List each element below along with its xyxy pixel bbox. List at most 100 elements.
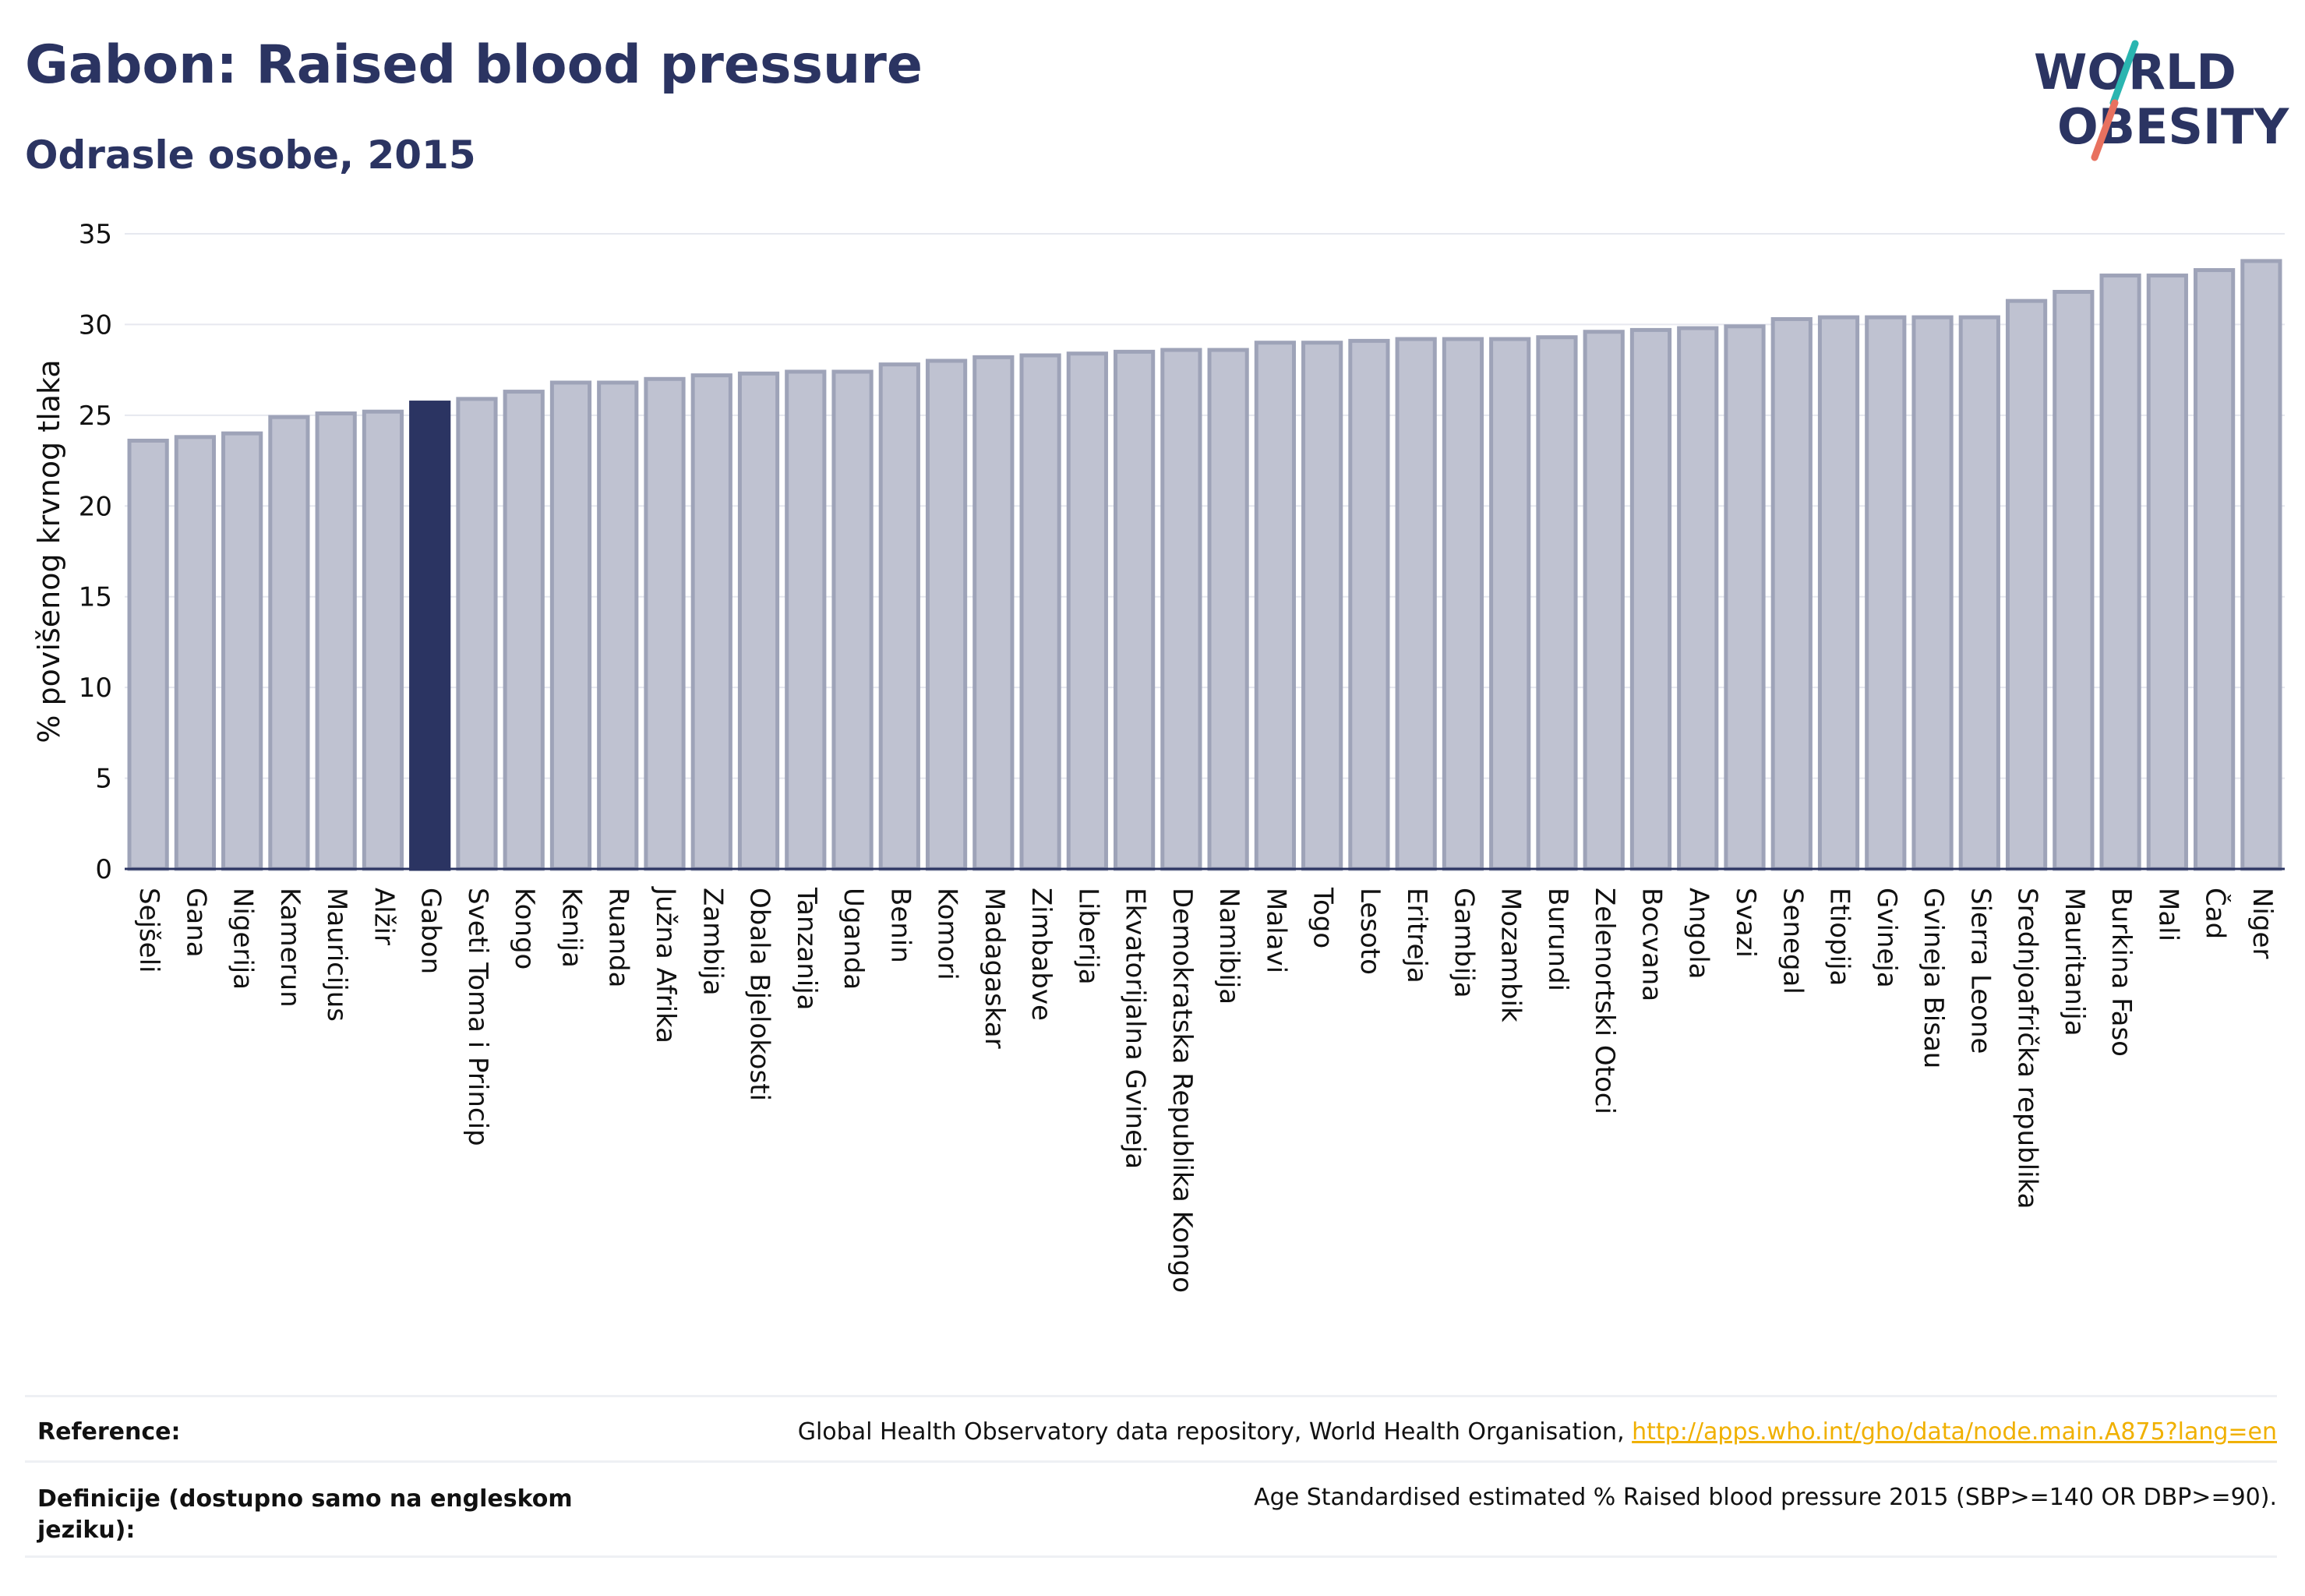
y-tick-label: 25 <box>79 401 112 432</box>
bar <box>1160 348 1202 871</box>
x-tick-label: Južna Afrika <box>650 886 681 1043</box>
x-tick-label: Gvineja Bisau <box>1918 888 1949 1068</box>
x-tick-label: Alžir <box>368 888 399 945</box>
bar <box>1629 327 1672 871</box>
bar <box>690 373 732 871</box>
bar <box>1254 341 1296 871</box>
x-tick-label: Kenija <box>556 888 587 968</box>
x-tick-label: Gvineja <box>1871 888 1902 988</box>
x-tick-label: Tanzanija <box>791 887 822 1010</box>
bar <box>1865 315 1907 871</box>
footer-divider-middle <box>25 1460 2277 1463</box>
bar <box>1489 337 1531 871</box>
y-tick-label: 15 <box>79 582 112 613</box>
bar <box>174 435 216 871</box>
logo-slash-teal <box>2109 40 2139 107</box>
bar <box>1301 341 1343 871</box>
y-tick-label: 10 <box>79 673 112 704</box>
definition-label: Definicije (dostupno samo na engleskom j… <box>37 1484 573 1546</box>
bar <box>549 380 592 871</box>
y-tick-label: 20 <box>79 491 112 522</box>
bar <box>644 376 686 871</box>
bar <box>1114 349 1156 871</box>
bar <box>2146 274 2188 871</box>
bar <box>2194 268 2236 871</box>
footer-divider-top <box>25 1395 2277 1397</box>
x-tick-label: Zelenortski Otoci <box>1589 888 1620 1114</box>
x-tick-label: Liberija <box>1072 888 1103 985</box>
chart-title: Gabon: Raised blood pressure <box>25 34 923 96</box>
x-tick-label: Svazi <box>1730 888 1761 958</box>
reference-label: Reference: <box>37 1418 181 1446</box>
bar <box>972 355 1015 871</box>
x-tick-label: Niger <box>2247 888 2278 959</box>
x-tick-label: Demokratska Republika Kongo <box>1167 888 1198 1293</box>
bar <box>2240 259 2282 871</box>
bar <box>2053 290 2095 871</box>
bar <box>1958 315 2000 871</box>
bar <box>1019 353 1061 871</box>
bar <box>925 358 968 871</box>
y-tick-label: 30 <box>79 309 112 341</box>
x-tick-label: Bocvana <box>1636 888 1667 1001</box>
bar <box>1066 351 1108 871</box>
x-tick-label: Mali <box>2152 888 2183 941</box>
bar <box>362 409 404 871</box>
bar <box>1677 326 1719 871</box>
x-tick-label: Ekvatorijalna Gvineja <box>1120 888 1151 1169</box>
bar <box>1348 338 1390 871</box>
y-tick-label: 5 <box>95 764 112 795</box>
x-tick-label: Madagaskar <box>979 888 1010 1049</box>
x-tick-label: Angola <box>1683 888 1714 979</box>
x-tick-label: Gabon <box>415 888 447 974</box>
x-tick-label: Burundi <box>1542 888 1573 991</box>
bar <box>597 380 639 871</box>
bar <box>2005 298 2048 871</box>
x-tick-label: Malavi <box>1260 888 1291 973</box>
reference-link[interactable]: http://apps.who.int/gho/data/node.main.A… <box>1632 1418 2277 1446</box>
x-tick-label: Namibija <box>1213 888 1244 1005</box>
world-obesity-logo: WORLD OBESITY <box>2034 40 2289 161</box>
bar <box>456 397 498 871</box>
bar <box>127 438 169 871</box>
x-tick-label: Gambija <box>1448 888 1479 998</box>
x-tick-label: Togo <box>1308 887 1339 948</box>
reference-source: Global Health Observatory data repositor… <box>797 1418 1633 1446</box>
bar <box>1583 330 1625 871</box>
x-tick-label: Etiopija <box>1824 888 1855 986</box>
x-tick-label: Nigerija <box>228 888 259 990</box>
x-tick-label: Uganda <box>838 888 869 990</box>
logo-slash-coral <box>2091 99 2119 161</box>
bar <box>737 371 780 871</box>
x-tick-label: Ruanda <box>603 888 634 987</box>
bar <box>1536 335 1578 871</box>
x-tick-label: Lesoto <box>1354 888 1385 975</box>
y-axis-label: % povišenog krvnog tlaka <box>32 359 66 743</box>
x-tick-label: Srednjoafrička republika <box>2012 888 2043 1209</box>
y-tick-label: 0 <box>95 854 112 885</box>
x-tick-label: Eritreja <box>1401 888 1432 983</box>
x-tick-label: Kongo <box>509 888 540 969</box>
x-tick-label: Gana <box>180 888 211 958</box>
footer-divider-bottom <box>25 1555 2277 1558</box>
x-tick-label: Senegal <box>1777 888 1808 994</box>
bar <box>2099 274 2141 871</box>
bar <box>1911 315 1954 871</box>
x-tick-label: Obala Bjelokosti <box>744 888 775 1101</box>
x-tick-label: Komori <box>932 888 963 980</box>
x-tick-label: Mauritanija <box>2059 888 2090 1036</box>
chart-subtitle: Odrasle osobe, 2015 <box>25 132 476 178</box>
bar <box>1442 337 1484 871</box>
bar <box>1395 337 1437 871</box>
reference-text: Global Health Observatory data repositor… <box>798 1418 2277 1446</box>
bar <box>1207 348 1249 871</box>
bar <box>503 390 545 871</box>
bar-chart: 0 5 10 15 20 25 30 35 % povišenog krvnog tlaka Se… <box>32 219 2285 1293</box>
definition-text: Age Standardised estimated % Raised bloo… <box>1254 1484 2277 1511</box>
x-tick-label: Zimbabve <box>1025 888 1057 1021</box>
definition-label-line1: Definicije (dostupno samo na engleskom <box>37 1485 573 1513</box>
x-tick-label: Zambija <box>697 888 728 996</box>
definition-label-line2: jeziku): <box>37 1517 136 1544</box>
bar <box>1724 324 1766 871</box>
x-tick-label: Sveti Toma i Princip <box>462 888 493 1146</box>
